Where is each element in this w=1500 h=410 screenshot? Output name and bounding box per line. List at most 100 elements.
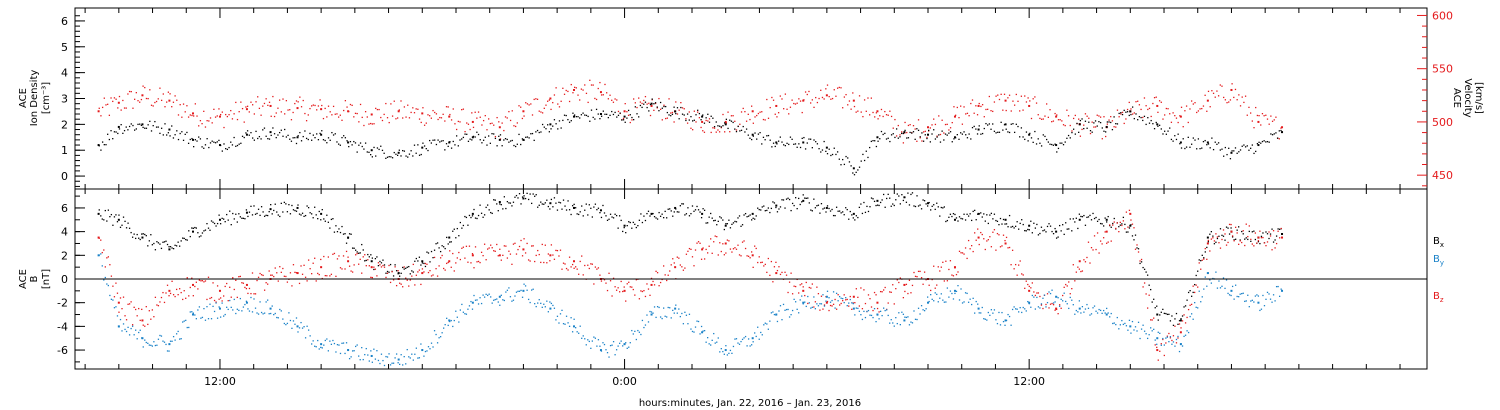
trace-point-bz bbox=[550, 244, 553, 246]
trace-point-ion-density bbox=[427, 149, 429, 152]
trace-point-by bbox=[1254, 295, 1257, 297]
trace-point-bz bbox=[446, 262, 448, 265]
trace-point-ion-density bbox=[159, 132, 161, 135]
trace-point-bx bbox=[611, 216, 613, 218]
trace-point-bz bbox=[732, 248, 735, 250]
trace-point-velocity bbox=[1185, 105, 1188, 107]
trace-point-bz bbox=[699, 242, 701, 244]
data-point-bz bbox=[1206, 242, 1209, 245]
trace-point-bx bbox=[1142, 266, 1144, 269]
trace-point-ion-density bbox=[678, 118, 680, 120]
trace-point-bx bbox=[933, 204, 935, 206]
trace-point-ion-density bbox=[297, 135, 299, 137]
trace-point-velocity bbox=[1165, 107, 1168, 110]
trace-point-bz bbox=[286, 281, 289, 283]
trace-point-ion-density bbox=[312, 134, 314, 136]
trace-point-bx bbox=[685, 213, 688, 215]
trace-point-velocity bbox=[1106, 123, 1109, 125]
trace-point-bz bbox=[766, 271, 768, 274]
trace-point-ion-density bbox=[423, 145, 426, 147]
trace-point-by bbox=[377, 359, 380, 362]
trace-point-bx bbox=[878, 204, 880, 207]
trace-point-ion-density bbox=[1271, 134, 1274, 136]
trace-point-velocity bbox=[218, 108, 220, 110]
trace-point-by bbox=[218, 306, 220, 308]
trace-point-by bbox=[825, 300, 827, 302]
trace-point-ion-density bbox=[804, 148, 807, 150]
density-velocity-points bbox=[97, 79, 1284, 176]
trace-point-ion-density bbox=[545, 128, 547, 130]
trace-point-by bbox=[309, 335, 311, 337]
trace-point-velocity bbox=[1069, 124, 1071, 127]
trace-point-bx bbox=[612, 217, 615, 219]
trace-point-bx bbox=[693, 210, 695, 212]
data-point-velocity bbox=[1156, 104, 1159, 107]
trace-point-bz bbox=[406, 279, 408, 281]
trace-point-by bbox=[464, 313, 466, 315]
trace-point-velocity bbox=[134, 98, 136, 100]
trace-point-ion-density bbox=[1233, 150, 1235, 152]
trace-point-by bbox=[1142, 324, 1144, 326]
trace-point-ion-density bbox=[929, 141, 931, 143]
trace-point-bz bbox=[567, 269, 569, 271]
trace-point-bx bbox=[1231, 236, 1234, 238]
trace-point-bx bbox=[347, 237, 349, 239]
trace-point-bz bbox=[327, 256, 329, 258]
trace-point-ion-density bbox=[518, 133, 520, 136]
trace-point-velocity bbox=[445, 106, 448, 108]
trace-point-bx bbox=[177, 241, 179, 243]
trace-point-bx bbox=[323, 218, 325, 220]
trace-point-ion-density bbox=[754, 132, 756, 134]
data-point-bx bbox=[218, 218, 221, 221]
trace-point-bz bbox=[603, 279, 606, 281]
trace-point-bx bbox=[670, 210, 672, 212]
trace-point-bx bbox=[1275, 235, 1278, 237]
trace-point-by bbox=[1128, 319, 1131, 321]
trace-point-ion-density bbox=[457, 145, 459, 147]
trace-point-by bbox=[634, 330, 636, 333]
trace-point-bz bbox=[397, 270, 399, 272]
trace-point-bz bbox=[395, 284, 398, 287]
trace-point-bz bbox=[370, 276, 372, 279]
trace-point-ion-density bbox=[412, 155, 414, 157]
trace-point-velocity bbox=[450, 119, 453, 121]
trace-point-velocity bbox=[599, 81, 601, 84]
trace-point-velocity bbox=[885, 114, 888, 116]
data-point-ion-density bbox=[1230, 151, 1233, 154]
trace-point-bz bbox=[1010, 264, 1012, 266]
trace-point-by bbox=[1078, 300, 1081, 302]
trace-point-by bbox=[423, 355, 425, 357]
trace-point-bx bbox=[731, 223, 733, 226]
trace-point-bz bbox=[338, 255, 340, 257]
trace-point-bx bbox=[204, 229, 207, 231]
trace-point-by bbox=[233, 298, 235, 301]
trace-point-bx bbox=[983, 213, 985, 215]
trace-point-velocity bbox=[644, 95, 647, 98]
data-point-bz bbox=[245, 283, 248, 286]
trace-point-velocity bbox=[685, 118, 687, 120]
trace-point-by bbox=[1272, 294, 1275, 296]
trace-point-bx bbox=[1274, 239, 1276, 241]
trace-point-ion-density bbox=[715, 121, 717, 123]
data-point-ion-density bbox=[97, 144, 100, 147]
trace-point-ion-density bbox=[890, 134, 893, 136]
data-point-velocity bbox=[876, 110, 879, 113]
trace-point-velocity bbox=[541, 112, 544, 114]
trace-point-bz bbox=[400, 283, 402, 285]
trace-point-by bbox=[280, 310, 282, 312]
data-point-ion-density bbox=[1156, 123, 1159, 126]
trace-point-by bbox=[251, 311, 254, 313]
trace-point-bx bbox=[603, 212, 606, 214]
trace-point-ion-density bbox=[155, 126, 158, 128]
trace-point-bx bbox=[617, 227, 619, 229]
trace-point-by bbox=[676, 312, 678, 314]
trace-point-by bbox=[675, 304, 677, 306]
trace-point-by bbox=[1018, 311, 1020, 313]
trace-point-bz bbox=[838, 304, 841, 306]
trace-point-ion-density bbox=[547, 124, 549, 126]
trace-point-velocity bbox=[337, 116, 340, 118]
trace-point-ion-density bbox=[769, 139, 771, 141]
trace-point-velocity bbox=[572, 92, 574, 94]
trace-point-ion-density bbox=[1116, 123, 1119, 125]
trace-point-ion-density bbox=[142, 126, 144, 129]
